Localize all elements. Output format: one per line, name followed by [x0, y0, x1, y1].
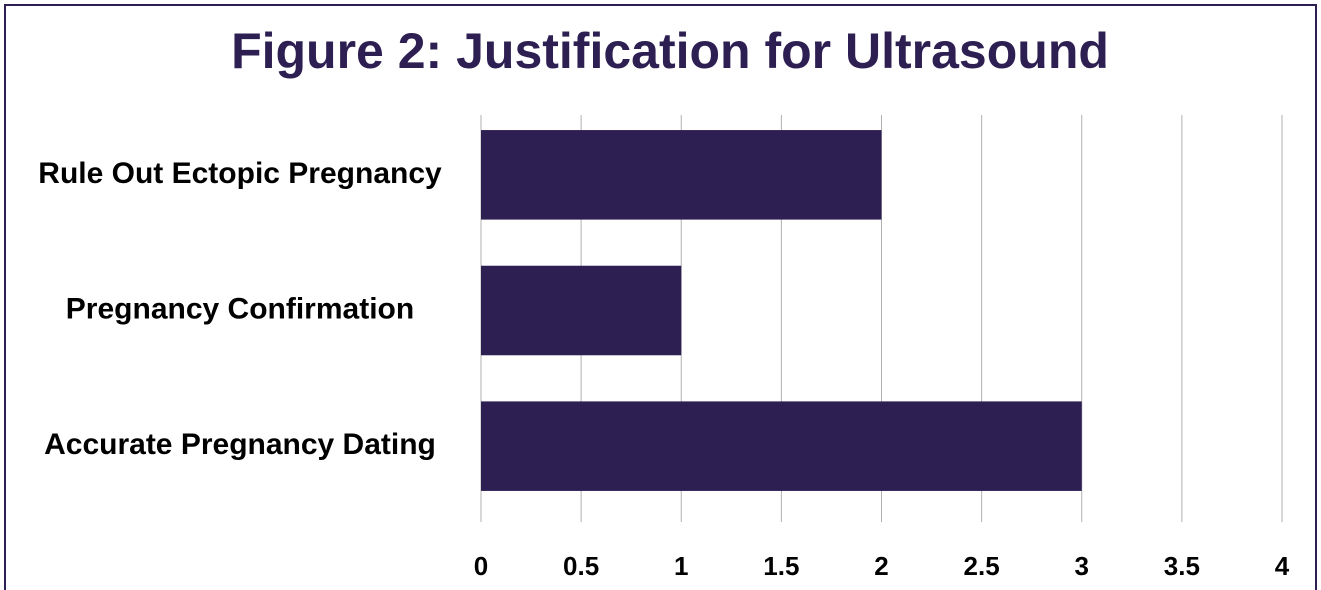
- chart-title: Figure 2: Justification for Ultrasound: [231, 23, 1109, 79]
- y-tick-label: Pregnancy Confirmation: [66, 292, 414, 325]
- x-tick-label: 0: [474, 551, 488, 581]
- x-tick-label: 1.5: [763, 551, 799, 581]
- x-tick-label: 0.5: [563, 551, 599, 581]
- y-tick-label: Accurate Pregnancy Dating: [44, 428, 436, 461]
- bar: [481, 265, 682, 356]
- frame: [4, 4, 1317, 590]
- x-tick-label: 2: [874, 551, 888, 581]
- x-tick-label: 4: [1275, 551, 1290, 581]
- x-tick-label: 1: [674, 551, 688, 581]
- bar: [481, 130, 882, 220]
- x-tick-label: 3.5: [1164, 551, 1200, 581]
- x-tick-label: 2.5: [964, 551, 1000, 581]
- x-tick-label: 3: [1075, 551, 1089, 581]
- bar: [481, 401, 1082, 491]
- y-tick-label: Rule Out Ectopic Pregnancy: [38, 157, 442, 190]
